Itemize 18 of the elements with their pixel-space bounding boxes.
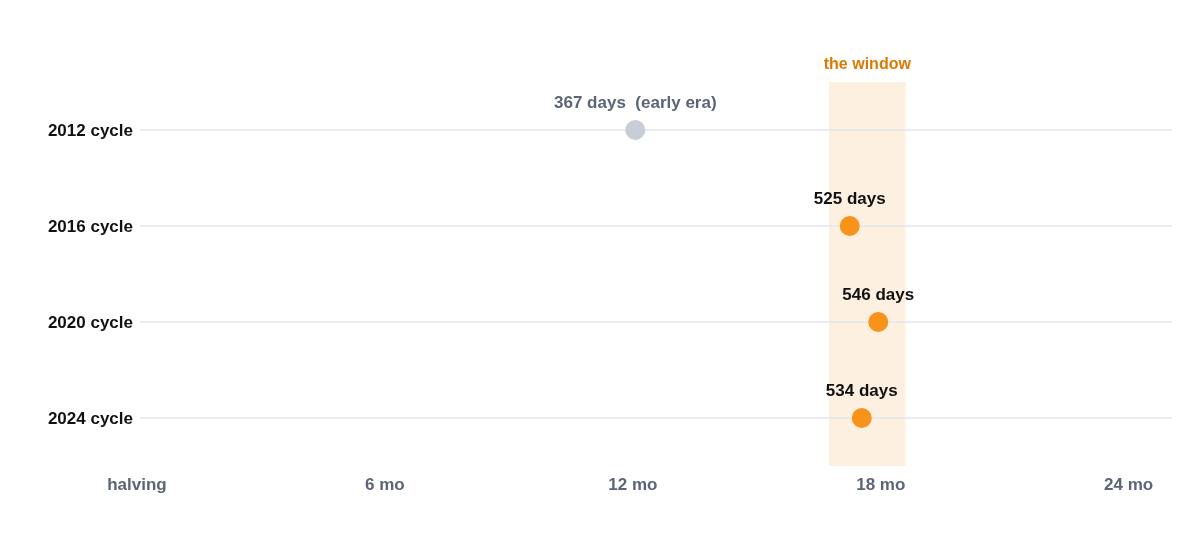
- y-tick-label: 2012 cycle: [47, 120, 133, 140]
- x-tick-label: 24 mo: [1104, 475, 1154, 494]
- annotation: 525 days: [813, 189, 886, 208]
- point: [868, 312, 889, 332]
- annotation: 534 days: [825, 381, 898, 400]
- point: [839, 216, 860, 236]
- annotation: 367 days (early era): [554, 93, 717, 112]
- x-tick-label: 12 mo: [608, 475, 658, 494]
- y-tick-label: 2020 cycle: [47, 312, 133, 332]
- point: [625, 120, 646, 140]
- y-tick-label: 2016 cycle: [47, 216, 133, 236]
- annotation: 546 days: [842, 285, 915, 304]
- point: [851, 408, 872, 428]
- y-tick-label: 2024 cycle: [47, 408, 133, 428]
- band-label: the window: [823, 55, 912, 72]
- x-tick-label: halving: [107, 475, 167, 494]
- x-tick-label: 6 mo: [365, 475, 405, 494]
- x-tick-label: 18 mo: [856, 475, 906, 494]
